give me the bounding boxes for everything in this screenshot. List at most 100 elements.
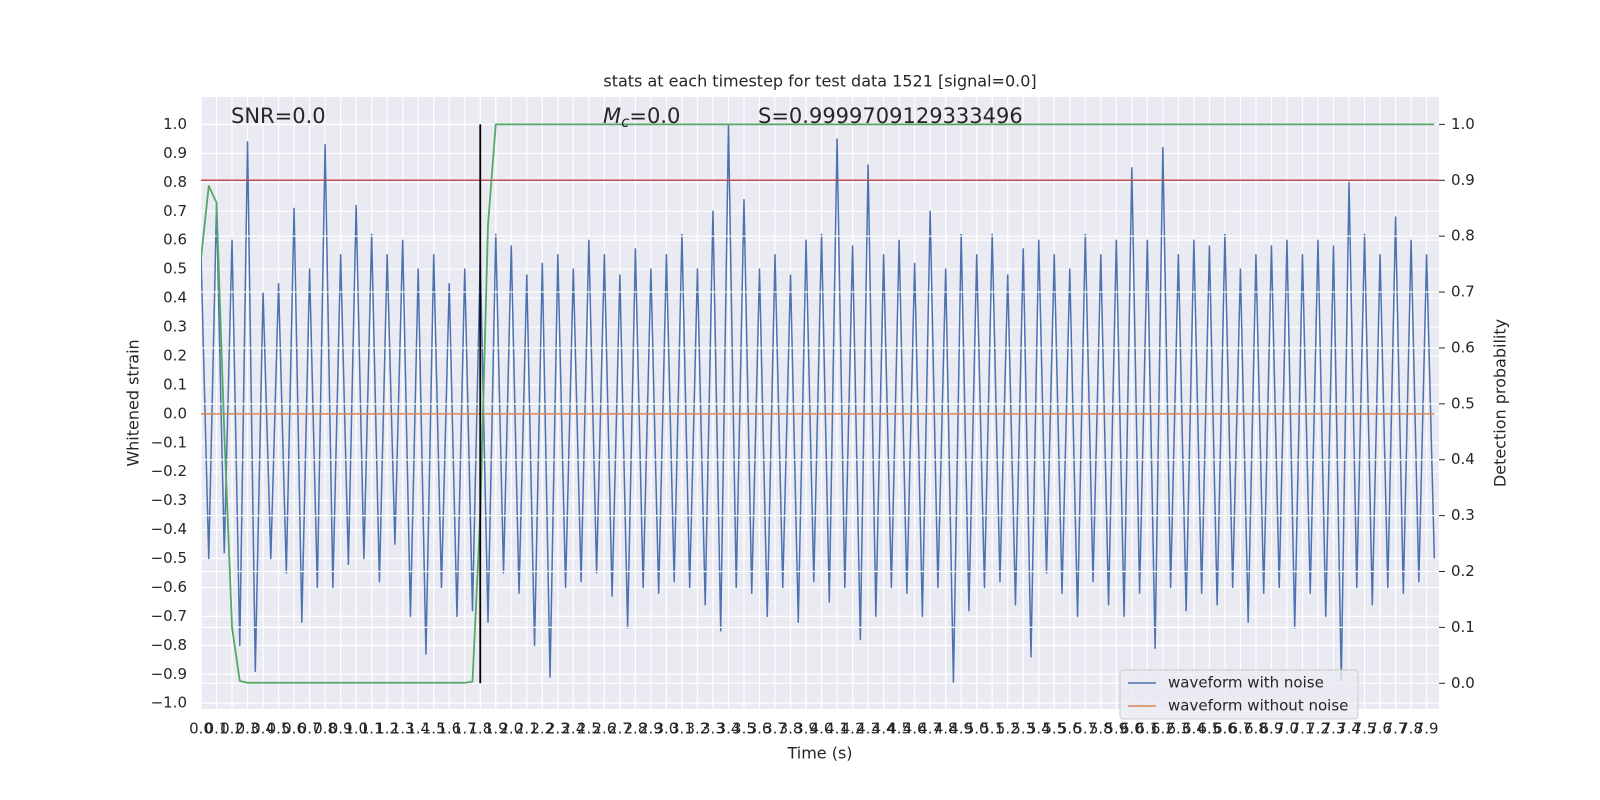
x-tick-label: 6.6: [1213, 720, 1237, 738]
x-tick-label: 2.9: [639, 720, 663, 738]
x-tick-label: 5.7: [1073, 720, 1097, 738]
y-tick-label: 0.1: [163, 375, 187, 393]
y-tick-label: 0.0: [163, 404, 187, 422]
x-tick-label: 1.4: [406, 720, 430, 738]
y2-tick-label: 0.3: [1451, 506, 1475, 524]
x-tick-label: 0.3: [236, 720, 260, 738]
y2-tick-label: 1.0: [1451, 115, 1475, 133]
y-tick-label: −0.1: [151, 433, 187, 451]
x-tick-label: 3.8: [779, 720, 803, 738]
x-tick-label: 3.9: [794, 720, 818, 738]
x-tick-label: 1.2: [375, 720, 399, 738]
x-tick-label: 2.4: [561, 720, 585, 738]
x-tick-label: 5.5: [1042, 720, 1066, 738]
x-tick-label: 7.9: [1415, 720, 1439, 738]
y-tick-label: −0.7: [151, 607, 187, 625]
x-tick-label: 4.2: [841, 720, 865, 738]
y-tick-label: 0.2: [163, 346, 187, 364]
x-tick-label: 7.3: [1322, 720, 1346, 738]
y-tick-label: 0.6: [163, 231, 187, 249]
y2-tick-label: 0.8: [1451, 227, 1475, 245]
x-tick-label: 1.6: [437, 720, 461, 738]
x-tick-label: 6.7: [1228, 720, 1252, 738]
y-tick-label: 0.7: [163, 202, 187, 220]
legend-label: waveform without noise: [1168, 697, 1348, 715]
y-axis-label: Whitened strain: [124, 339, 143, 466]
x-tick-label: 2.6: [592, 720, 616, 738]
x-tick-label: 3.0: [654, 720, 678, 738]
x-tick-label: 5.3: [1011, 720, 1035, 738]
y2-tick-label: 0.4: [1451, 450, 1475, 468]
y2-tick-label: 0.7: [1451, 283, 1475, 301]
series-line: [201, 123, 1436, 684]
x-tick-label: 7.7: [1384, 720, 1408, 738]
x-tick-label: 0.8: [313, 720, 337, 738]
y-tick-label: 0.4: [163, 289, 187, 307]
x-tick-label: 3.5: [732, 720, 756, 738]
y-tick-label: −0.2: [151, 462, 187, 480]
y2-tick-label: 0.6: [1451, 338, 1475, 356]
x-tick-label: 4.5: [887, 720, 911, 738]
x-tick-label: 3.2: [686, 720, 710, 738]
x-tick-label: 5.1: [980, 720, 1004, 738]
mc-symbol: M: [603, 104, 621, 128]
x-tick-label: 0.9: [329, 720, 353, 738]
x-tick-label: 7.5: [1353, 720, 1377, 738]
x-tick-label: 0.6: [282, 720, 306, 738]
x-tick-label: 5.0: [965, 720, 989, 738]
x-tick-label: 3.4: [717, 720, 741, 738]
snr-annotation: SNR=0.0: [231, 104, 326, 128]
y2-tick-label: 0.5: [1451, 394, 1475, 412]
x-tick-label: 6.1: [1135, 720, 1159, 738]
x-tick-label: 4.1: [825, 720, 849, 738]
y-tick-label: −0.8: [151, 636, 187, 654]
y-tick-label: −0.4: [151, 520, 187, 538]
x-tick-label: 2.3: [546, 720, 570, 738]
x-tick-label: 5.2: [996, 720, 1020, 738]
y-tick-label: −0.9: [151, 665, 187, 683]
y-tick-label: 1.0: [163, 115, 187, 133]
x-tick-label: 6.4: [1182, 720, 1206, 738]
s-annotation: S=0.9999709129333496: [758, 104, 1023, 128]
y2-tick-label: 0.0: [1451, 674, 1475, 692]
y-tick-label: 0.9: [163, 144, 187, 162]
x-tick-label: 6.0: [1120, 720, 1144, 738]
y-tick-label: −0.6: [151, 578, 187, 596]
y2-axis-label: Detection probability: [1491, 319, 1510, 487]
legend-box: [1119, 669, 1359, 720]
x-tick-label: 5.8: [1089, 720, 1113, 738]
x-tick-label: 4.8: [934, 720, 958, 738]
x-tick-label: 3.1: [670, 720, 694, 738]
x-tick-label: 5.4: [1027, 720, 1051, 738]
mc-text: =0.0: [629, 104, 680, 128]
x-tick-label: 6.8: [1244, 720, 1268, 738]
x-tick-label: 2.1: [515, 720, 539, 738]
x-axis-label: Time (s): [786, 744, 852, 763]
mc-annotation: Mc=0.0: [603, 104, 680, 131]
x-tick-label: 3.3: [701, 720, 725, 738]
y-tick-label: −0.5: [151, 549, 187, 567]
x-tick-label: 4.6: [903, 720, 927, 738]
x-tick-label: 0.4: [251, 720, 275, 738]
x-tick-label: 1.1: [360, 720, 384, 738]
legend-label: waveform with noise: [1168, 674, 1324, 692]
x-tick-label: 1.8: [468, 720, 492, 738]
x-tick-label: 6.9: [1260, 720, 1284, 738]
plot-area: [201, 123, 1439, 684]
x-tick-label: 0.0: [189, 720, 213, 738]
x-tick-label: 2.5: [577, 720, 601, 738]
x-tick-label: 2.8: [623, 720, 647, 738]
y2-tick-label: 0.2: [1451, 562, 1475, 580]
x-tick-label: 6.5: [1197, 720, 1221, 738]
x-tick-label: 0.1: [205, 720, 229, 738]
chart-title: stats at each timestep for test data 152…: [603, 72, 1036, 91]
x-tick-label: 1.9: [484, 720, 508, 738]
y-tick-label: −1.0: [151, 694, 187, 712]
x-tick-label: 2.7: [608, 720, 632, 738]
x-tick-label: 1.7: [453, 720, 477, 738]
x-tick-label: 0.2: [220, 720, 244, 738]
x-tick-label: 1.5: [422, 720, 446, 738]
x-tick-label: 2.0: [499, 720, 523, 738]
y-tick-label: 0.3: [163, 318, 187, 336]
